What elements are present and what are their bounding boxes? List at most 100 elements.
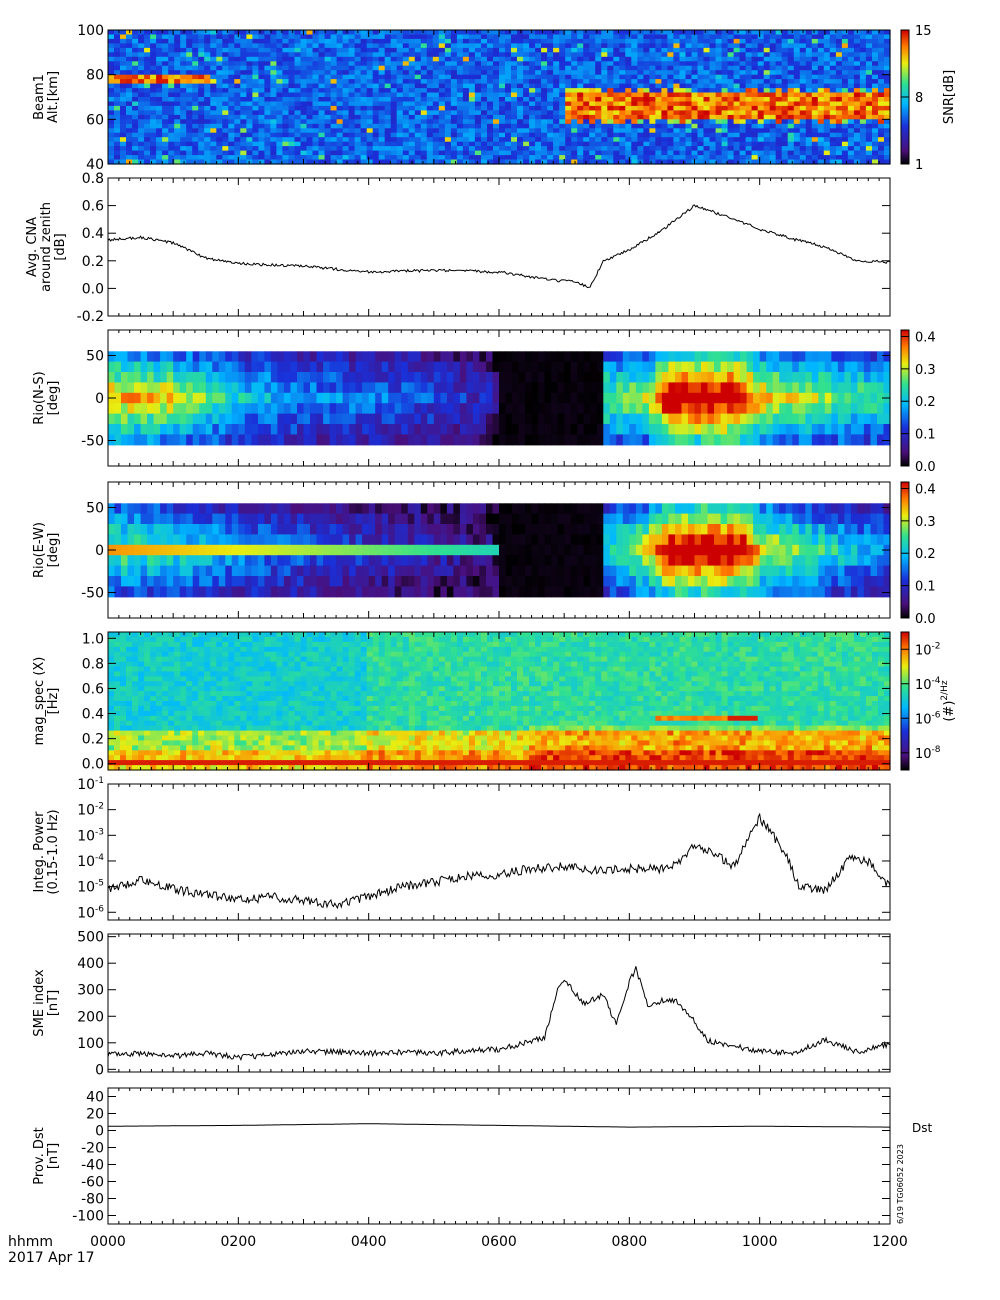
heatmap-cell [160, 392, 168, 404]
heatmap-cell [180, 47, 187, 53]
heatmap-cell [763, 88, 771, 94]
heatmap-cell [427, 351, 435, 363]
heatmap-cell [571, 97, 578, 103]
heatmap-cell [679, 123, 687, 129]
heatmap-cell [362, 413, 370, 425]
heatmap-cell [396, 43, 404, 49]
heatmap-cell [655, 34, 662, 40]
heatmap-cell [348, 150, 356, 156]
heatmap-cell [817, 56, 825, 62]
heatmap-cell [751, 74, 759, 80]
heatmap-cell [120, 61, 127, 67]
heatmap-cell [859, 83, 867, 89]
heatmap-cell [318, 30, 326, 36]
heatmap-cell [450, 52, 458, 58]
heatmap-cell [264, 155, 271, 161]
heatmap-cell [577, 413, 585, 425]
heatmap-cell [829, 34, 837, 40]
heatmap-cell [396, 110, 404, 116]
heatmap-cell [251, 403, 259, 415]
heatmap-cell [144, 159, 151, 165]
heatmap-cell [288, 56, 296, 62]
heatmap-cell [218, 413, 226, 425]
heatmap-cell [481, 150, 488, 156]
heatmap-cell [853, 141, 861, 147]
heatmap-cell [493, 38, 500, 44]
heatmap-cell [216, 141, 223, 147]
heatmap-cell [354, 56, 362, 62]
heatmap-cell [144, 155, 151, 161]
heatmap-cell [108, 101, 115, 107]
heatmap-cell [631, 70, 638, 76]
heatmap-cell [336, 74, 344, 80]
heatmap-cell [297, 392, 305, 404]
heatmap-cell [216, 97, 223, 103]
heatmap-cell [144, 132, 151, 138]
heatmap-cell [216, 105, 223, 111]
heatmap-cell [565, 105, 572, 111]
heatmap-cell [661, 38, 668, 44]
heatmap-cell [511, 52, 518, 58]
heatmap-cell [601, 101, 608, 107]
heatmap-cell [450, 43, 458, 49]
heatmap-cell [450, 65, 458, 71]
heatmap-cell [407, 382, 415, 394]
heatmap-cell [408, 92, 416, 98]
heatmap-cell [204, 52, 211, 58]
heatmap-cell [811, 110, 819, 116]
heatmap-cell [817, 146, 825, 152]
heatmap-cell [595, 97, 602, 103]
heatmap-cell [589, 83, 596, 89]
heatmap-cell [486, 413, 494, 425]
heatmap-cell [222, 83, 229, 89]
heatmap-cell [474, 92, 482, 98]
heatmap-cell [523, 34, 530, 40]
heatmap-cell [126, 47, 133, 53]
heatmap-cell [199, 361, 207, 373]
heatmap-cell [186, 132, 193, 138]
heatmap-cell [368, 424, 376, 435]
heatmap-cell [622, 413, 630, 425]
heatmap-cell [727, 30, 735, 36]
heatmap-cell [529, 47, 536, 53]
heatmap-cell [757, 47, 765, 53]
heatmap-cell [703, 43, 711, 49]
heatmap-cell [324, 114, 332, 120]
heatmap-cell [835, 110, 843, 116]
heatmap-cell [420, 38, 428, 44]
heatmap-cell [426, 43, 434, 49]
heatmap-cell [198, 43, 205, 49]
heatmap-cell [541, 128, 548, 134]
heatmap-cell [316, 361, 324, 373]
heatmap-cell [127, 382, 135, 394]
heatmap-cell [402, 30, 410, 36]
heatmap-cell [872, 88, 879, 94]
heatmap-cell [841, 30, 849, 36]
heatmap-cell [595, 43, 602, 49]
heatmap-cell [685, 150, 693, 156]
heatmap-cell [847, 52, 855, 58]
heatmap-cell [192, 34, 199, 40]
heatmap-cell [162, 97, 169, 103]
heatmap-cell [865, 43, 873, 49]
heatmap-cell [643, 110, 650, 116]
heatmap-cell [402, 61, 410, 67]
heatmap-cell [487, 52, 494, 58]
heatmap-cell [613, 114, 620, 120]
heatmap-cell [468, 146, 476, 152]
heatmap-cell [493, 123, 500, 129]
heatmap-cell [438, 79, 446, 85]
heatmap-cell [186, 361, 194, 373]
heatmap-cell [649, 52, 656, 58]
heatmap-cell [835, 97, 843, 103]
heatmap-cell [408, 65, 416, 71]
heatmap-cell [565, 119, 572, 125]
heatmap-cell [607, 47, 614, 53]
heatmap-cell [607, 30, 614, 36]
heatmap-cell [368, 382, 376, 394]
heatmap-cell [631, 123, 638, 129]
heatmap-cell [715, 101, 723, 107]
heatmap-cell [466, 361, 474, 373]
heatmap-cell [571, 141, 578, 147]
heatmap-cell [198, 74, 205, 80]
